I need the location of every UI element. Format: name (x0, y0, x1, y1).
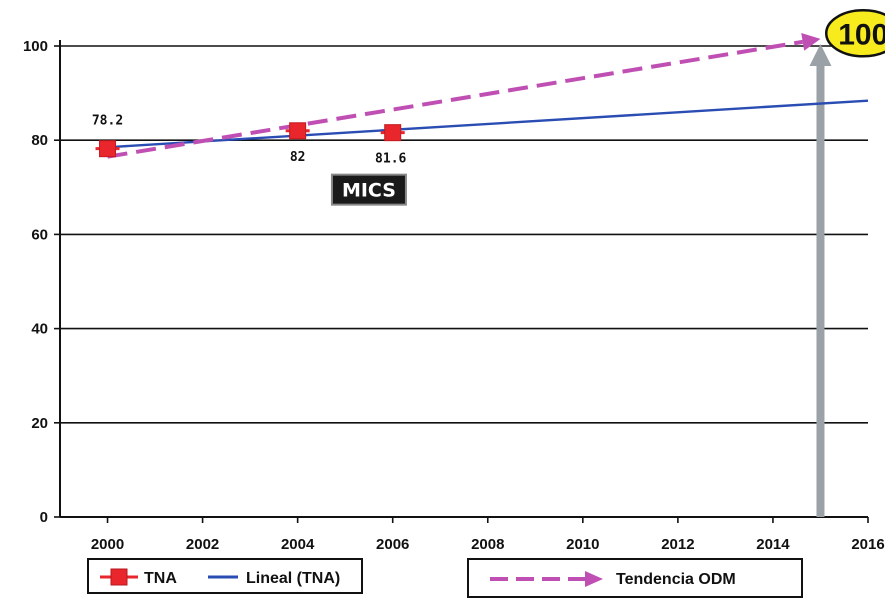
tna-data-label: 78.2 (92, 114, 123, 129)
tna-marker (289, 122, 307, 140)
y-tick-label: 60 (31, 226, 48, 243)
lineal-tna-trendline (107, 99, 869, 149)
tick-labels: 0 20 40 60 80 100 2000 2002 2004 2006 2008 2010 2012… (23, 38, 885, 553)
mics-badge (330, 173, 407, 206)
legend-lineal-label: Lineal (TNA) (246, 570, 340, 587)
target-arrow-shaft (816, 56, 825, 517)
axes (59, 40, 868, 518)
tna-marker (99, 140, 117, 158)
x-tick-label: 2016 (851, 536, 884, 553)
mics-label: MICS (342, 180, 396, 202)
tendencia-odm-arrowhead (801, 32, 821, 51)
y-tick-label: 80 (31, 132, 48, 149)
legend-odm-label: Tendencia ODM (616, 571, 736, 588)
legend-odm-box: Tendencia ODM (467, 558, 803, 598)
target-arrow (809, 44, 832, 517)
x-tick-label: 2008 (471, 536, 504, 553)
y-tick-label: 20 (31, 415, 48, 432)
tna-data-label: 81.6 (375, 152, 406, 167)
x-tick-label: 2012 (661, 536, 694, 553)
legend-odm-arrowhead (585, 571, 603, 587)
data-labels: 78.2 82 81.6 (92, 114, 407, 167)
legend-tna-box: TNA Lineal (TNA) (87, 558, 363, 594)
legend-tna-marker (110, 568, 128, 586)
target-badge (825, 9, 885, 58)
annotations: MICS 100 (330, 9, 885, 206)
x-tick-label: 2000 (91, 536, 124, 553)
tna-data-label: 82 (290, 150, 306, 165)
x-tick-label: 2004 (281, 536, 315, 553)
y-tick-label: 100 (23, 38, 48, 55)
y-tick-label: 40 (31, 321, 48, 338)
series (95, 32, 869, 159)
target-label: 100 (838, 18, 885, 51)
target-arrow-head (809, 44, 832, 66)
x-tick-label: 2002 (186, 536, 219, 553)
tendencia-odm-line (107, 39, 804, 159)
y-tick-label: 0 (40, 509, 48, 526)
tna-marker (384, 124, 402, 142)
x-tick-label: 2014 (756, 536, 790, 553)
legend-tna-label: TNA (144, 570, 177, 587)
x-tick-label: 2006 (376, 536, 409, 553)
x-tick-label: 2010 (566, 536, 599, 553)
grid (60, 45, 868, 424)
